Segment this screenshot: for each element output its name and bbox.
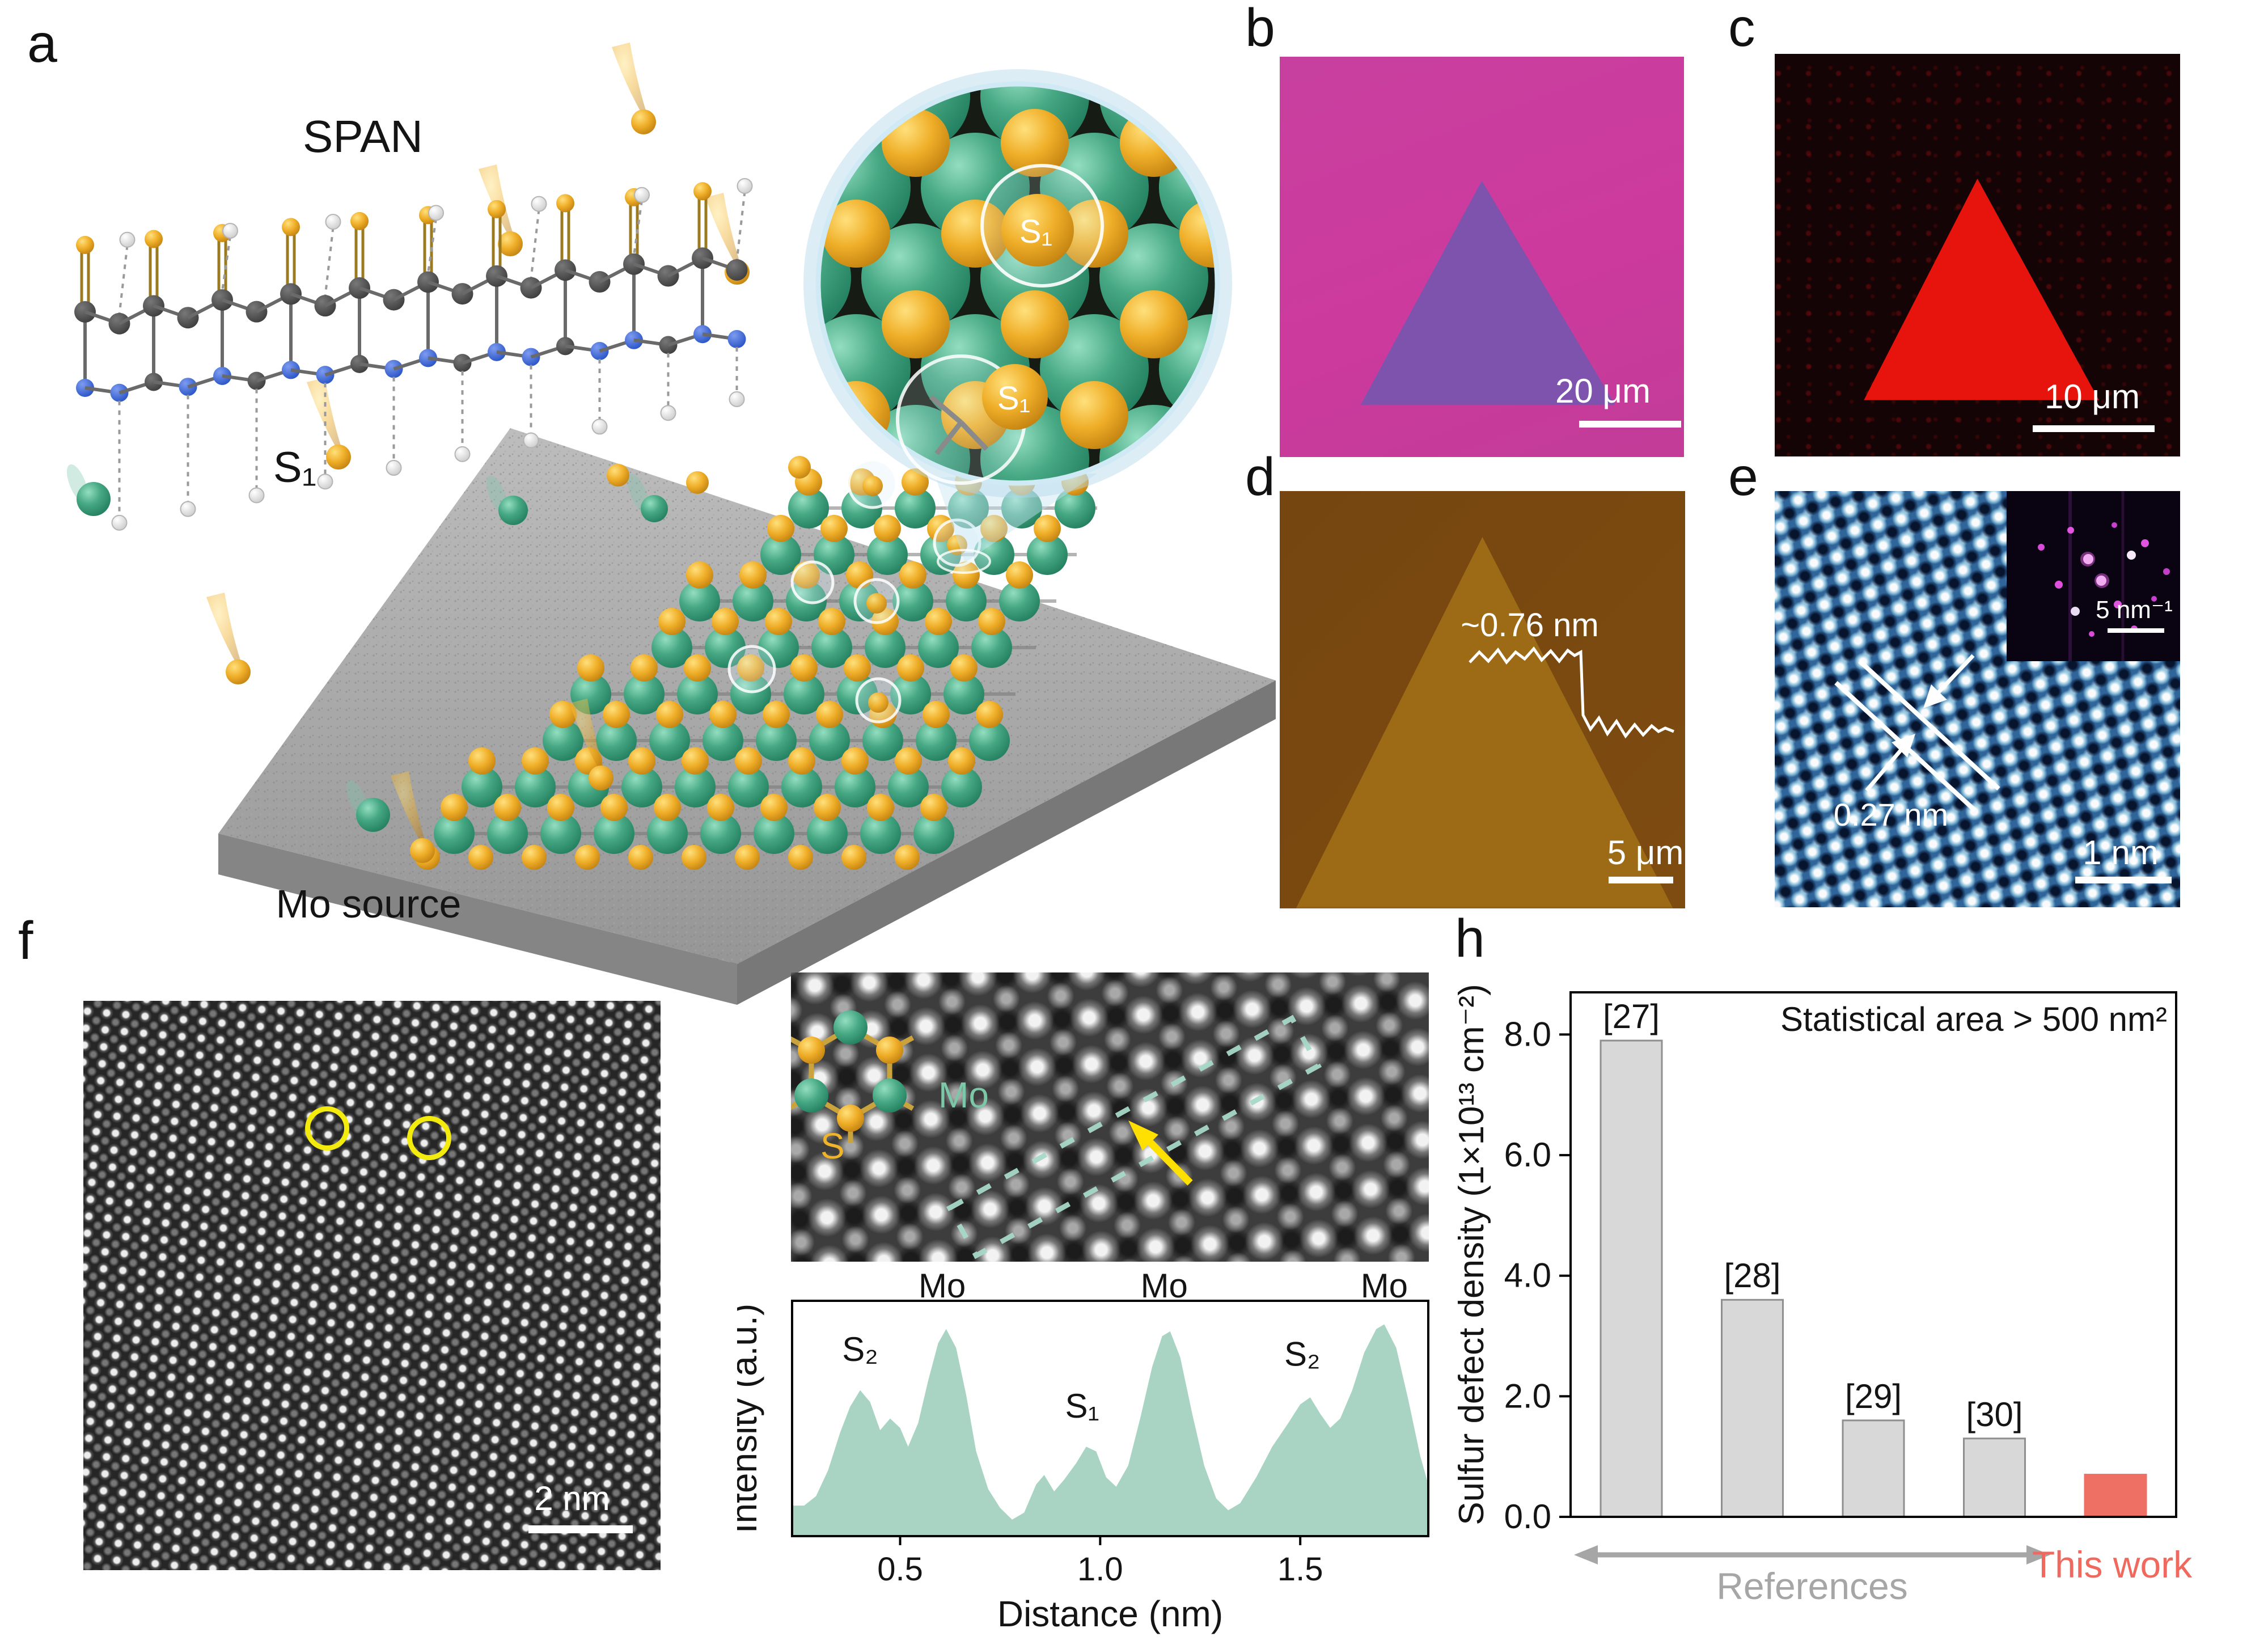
- bar-label: [28]: [1724, 1257, 1780, 1295]
- x-axis-label: Distance (nm): [997, 1593, 1223, 1634]
- plot-border: [1569, 991, 2177, 1518]
- fft-spots: [2038, 491, 2170, 661]
- span-molecule: [74, 178, 753, 531]
- this-work-label: This work: [2032, 1543, 2193, 1585]
- defect-density-bar-chart: [27] [28] [29] [30] 0.0 2.0 4.0 6.0 8.0 Statistic…: [1452, 984, 2193, 1607]
- s1-falling-label: S₁: [273, 443, 316, 492]
- panel-e-stem-image: 0.27 nm 5 nm⁻¹ 1 nm: [1775, 491, 2180, 907]
- peak-label: Mo: [1361, 1270, 1408, 1305]
- peak-label: S₂: [1284, 1335, 1320, 1373]
- defect-arrow: [1128, 1120, 1193, 1186]
- mo-atoms-falling: [66, 456, 811, 832]
- peak-label: Mo: [919, 1270, 966, 1305]
- y-tick-label: 2.0: [1504, 1377, 1551, 1415]
- bar-label: [30]: [1966, 1395, 2022, 1433]
- legend-mo-label: Mo: [938, 1075, 989, 1115]
- magnifier-cone: [936, 473, 1097, 574]
- panel-d-afm-image: ~0.76 nm 5 μm: [1280, 491, 1685, 908]
- panel-a-illustration: S₁ S₁ SPAN S₁ Mo source: [66, 43, 1276, 1005]
- references-group-label: References: [1716, 1565, 1908, 1607]
- y-tick-label: 6.0: [1504, 1136, 1551, 1174]
- intensity-area: [792, 1324, 1428, 1536]
- bar-[29]: [1842, 1419, 1905, 1518]
- panel-a-label: a: [27, 14, 57, 74]
- panel-c-label: c: [1728, 0, 1755, 58]
- pl-background-noise: [1775, 54, 2180, 456]
- mo-source-label: Mo source: [276, 882, 462, 926]
- scale-bar-label-b: 20 μm: [1555, 372, 1651, 410]
- peak-label: S₂: [842, 1330, 878, 1368]
- bar-[27]: [1600, 1039, 1663, 1518]
- panel-f-label: f: [18, 911, 33, 971]
- fft-inset: 5 nm⁻¹: [2007, 491, 2180, 661]
- scale-bar-label-e: 1 nm: [2083, 834, 2159, 872]
- scale-bar-b: [1579, 421, 1681, 428]
- s1-site-bubbles: [727, 458, 981, 724]
- scale-bar-f: [528, 1525, 633, 1533]
- x-tick-label: 0.5: [877, 1551, 923, 1588]
- x-tick-label: 1.0: [1077, 1551, 1123, 1588]
- x-tick-label: 1.5: [1277, 1551, 1323, 1588]
- y-axis-label: Intensity (a.u.): [737, 1304, 764, 1534]
- peak-label: S₁: [1065, 1387, 1099, 1425]
- panel-c-fluorescence-image: 10 μm: [1775, 54, 2180, 456]
- sulfur-vacancy-circle-1: [305, 1106, 349, 1151]
- structure-overlay: Mo S: [791, 1010, 1322, 1259]
- panel-f-stem-image: 2 nm: [83, 1001, 661, 1570]
- scale-bar-e: [2075, 877, 2172, 883]
- panel-e-label: e: [1728, 447, 1758, 507]
- legend-s-label: S: [820, 1126, 845, 1166]
- y-axis-label: Sulfur defect density (1×10¹³ cm⁻²): [1452, 984, 1491, 1525]
- lattice-spacing-overlay: 0.27 nm: [1834, 654, 2000, 832]
- span-label: SPAN: [303, 111, 423, 162]
- inset-s1-label-bottom: S₁: [997, 380, 1030, 417]
- bar-[28]: [1721, 1299, 1784, 1518]
- line-profile-box: [946, 1014, 1322, 1259]
- scale-bar-c: [2033, 425, 2155, 432]
- fft-scale-bar-label: 5 nm⁻¹: [2096, 596, 2173, 624]
- step-height-annotation: ~0.76 nm: [1461, 607, 1598, 644]
- plot-border: [791, 1300, 1429, 1537]
- lattice-spacing-annotation: 0.27 nm: [1834, 797, 1948, 832]
- panel-g-stem-closeup: Mo S: [791, 972, 1429, 1262]
- inset-s1-label-top: S₁: [1019, 213, 1052, 250]
- y-tick-label: 4.0: [1504, 1257, 1551, 1295]
- panel-b-label: b: [1245, 0, 1275, 58]
- scale-bar-label-d: 5 μm: [1607, 834, 1684, 872]
- bar-[30]: [1963, 1437, 2026, 1518]
- statistical-area-annotation: Statistical area > 500 nm²: [1780, 1000, 2167, 1038]
- panel-b-optical-image: 20 μm: [1280, 57, 1684, 457]
- lattice-zoom-inset: S₁ S₁: [803, 69, 1232, 498]
- fft-scale-bar: [2108, 628, 2164, 633]
- bar-label: [27]: [1603, 997, 1660, 1035]
- peak-label: Mo: [1141, 1270, 1188, 1305]
- intensity-profile-chart: 0.5 1.0 1.5 S₂ Mo S₁ Mo S₂ Mo Distance (nm) Intens…: [737, 1270, 1429, 1634]
- y-tick-label: 0.0: [1504, 1498, 1551, 1536]
- panel-h-label: h: [1455, 908, 1485, 969]
- y-tick-label: 8.0: [1504, 1015, 1551, 1053]
- panel-d-label: d: [1245, 447, 1275, 507]
- height-profile-line: [1469, 646, 1674, 739]
- afm-height-profile-overlay: ~0.76 nm: [1461, 607, 1674, 739]
- sulfur-vacancy-circle-2: [407, 1116, 451, 1160]
- scale-bar-d: [1609, 877, 1673, 883]
- scale-bar-label-c: 10 μm: [2045, 378, 2140, 416]
- bar-label: [29]: [1845, 1377, 1902, 1415]
- scale-bar-label-f: 2 nm: [534, 1479, 610, 1517]
- bar-This work: [2084, 1474, 2147, 1518]
